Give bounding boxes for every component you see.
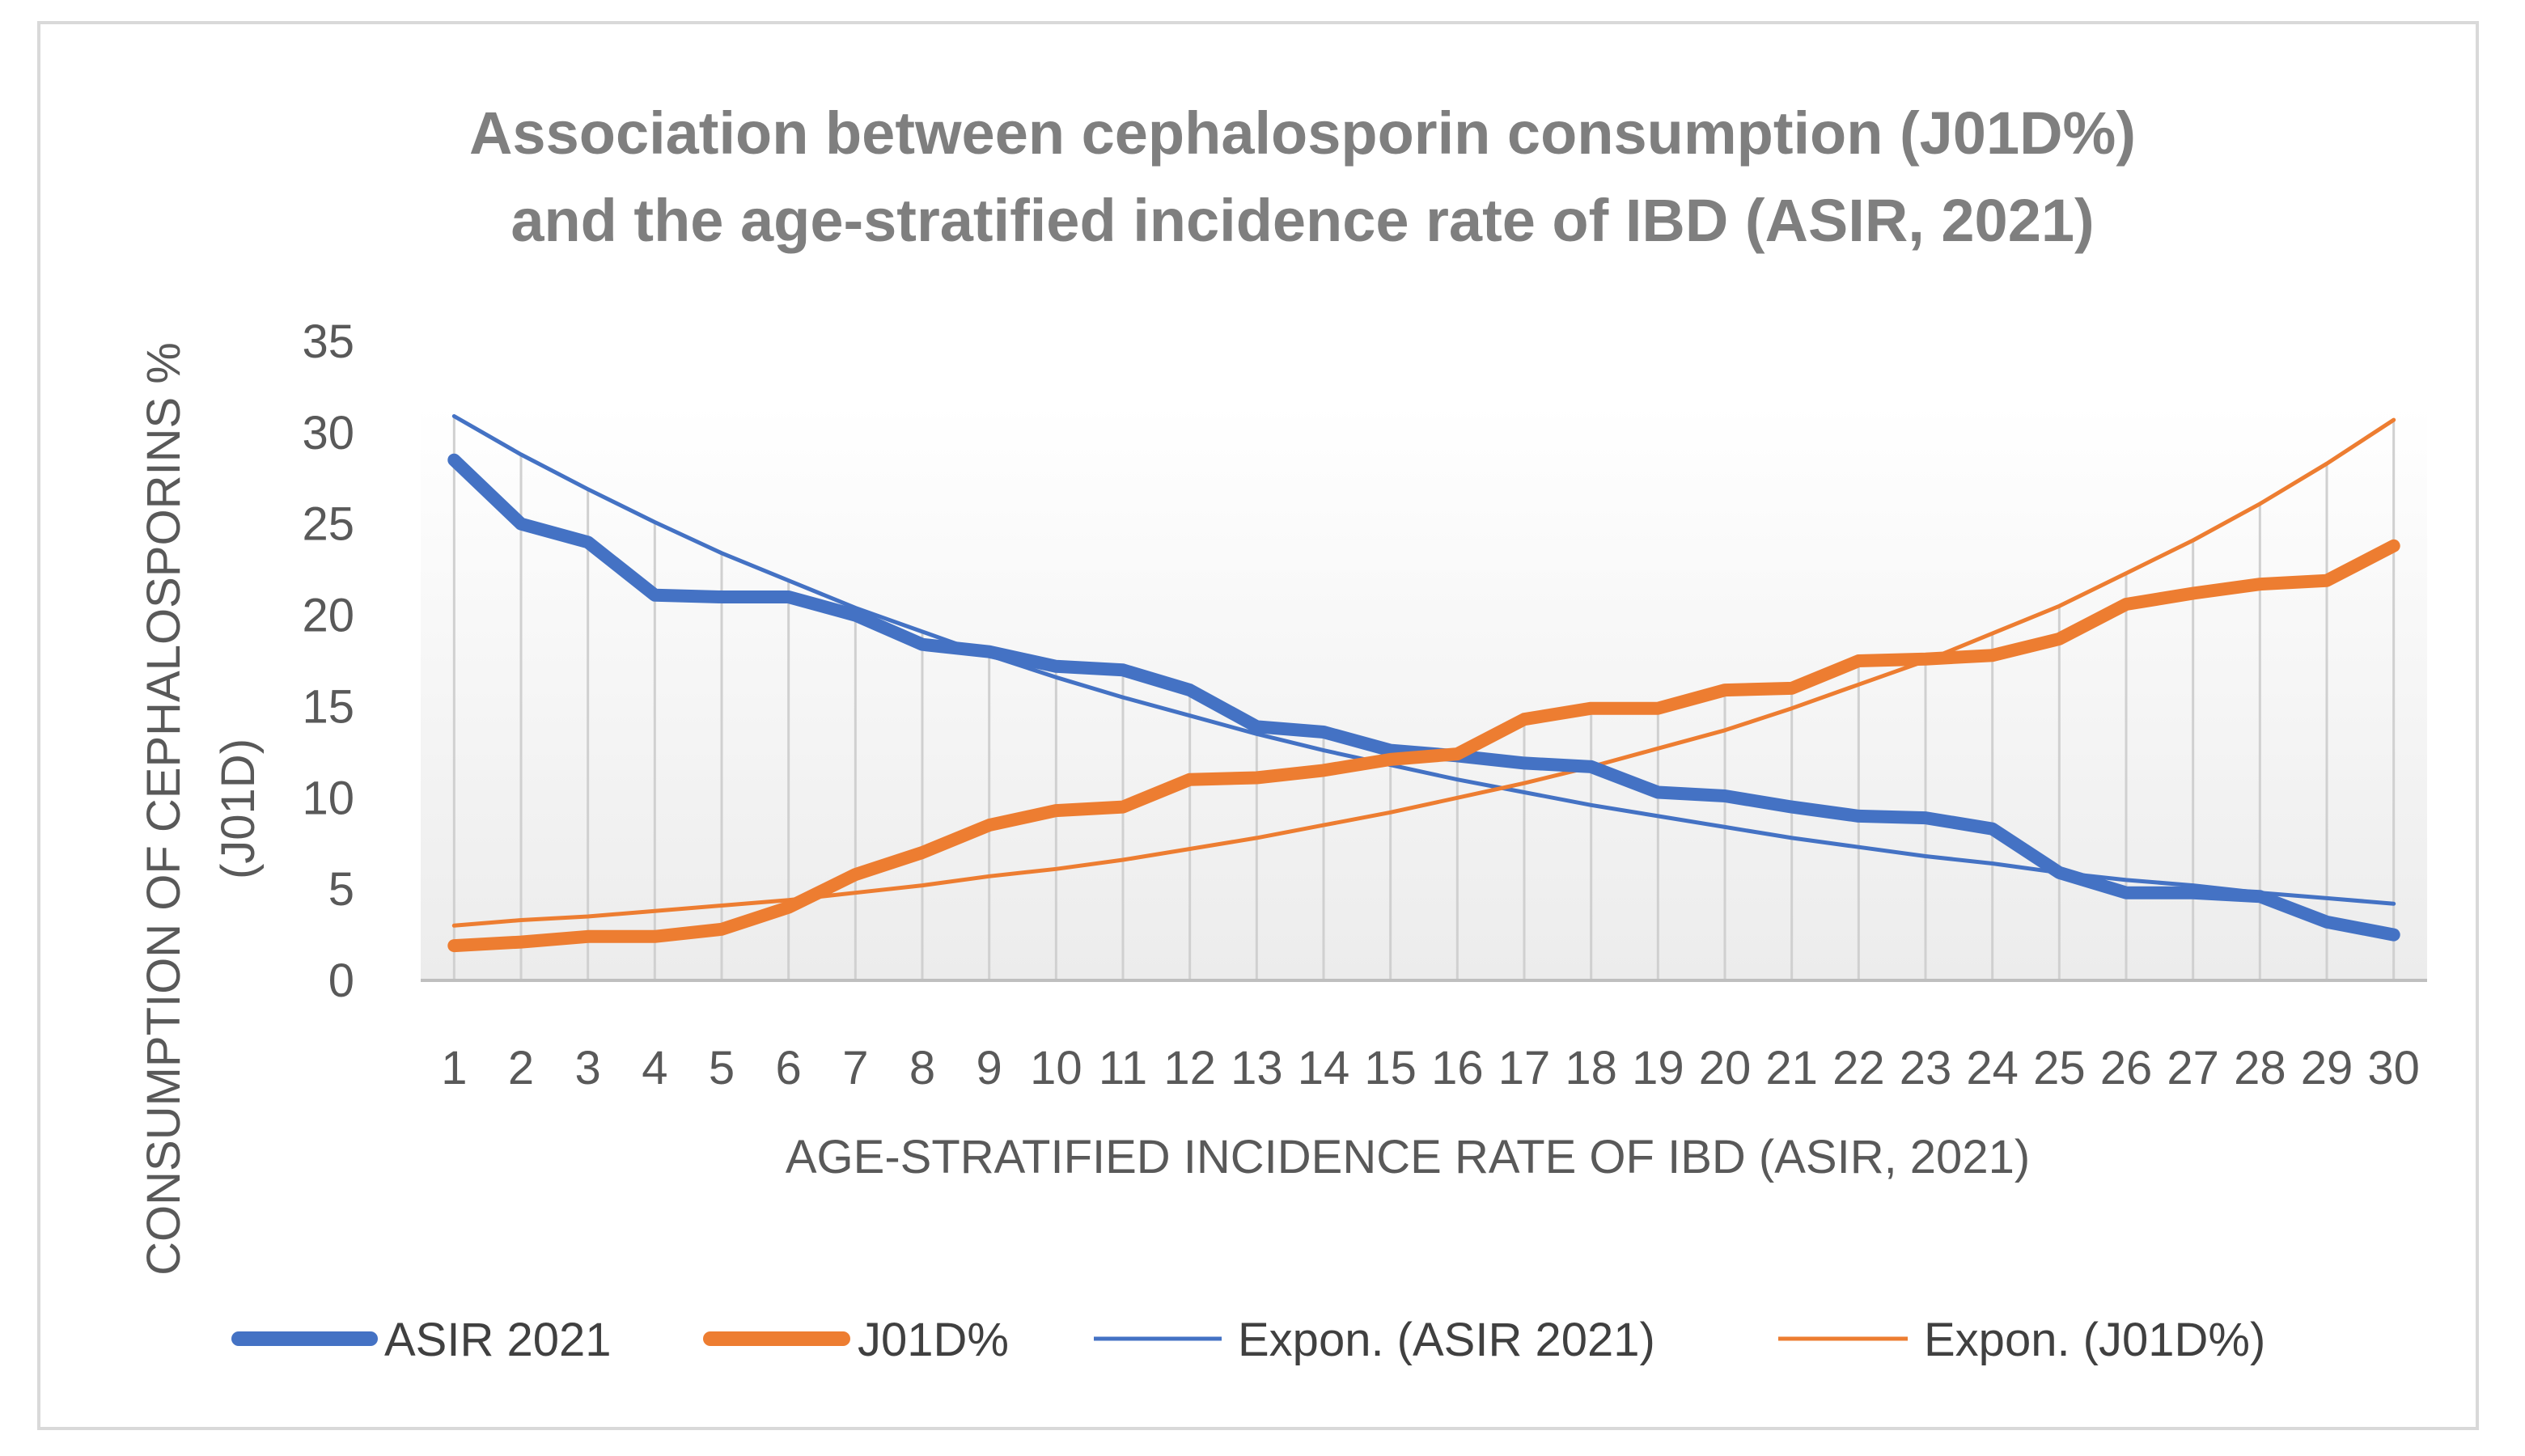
x-axis-ticks: 1 2 3 4 5 6 7 8 9 10 11 12 13 14 15 16 17 18 19 20 21 22 23 24 2… <box>441 1042 2420 1094</box>
y-axis-ticks: 0 5 10 15 20 25 30 35 <box>302 315 354 1007</box>
y-tick-label: 20 <box>302 590 354 642</box>
series-layer <box>447 414 2400 953</box>
y-axis-title-line-1: CONSUMPTION OF CEPHALOSPORINS % <box>138 342 190 1276</box>
x-tick-label: 9 <box>977 1042 1002 1094</box>
legend-label-expon-j01d: Expon. (J01D%) <box>1924 1314 2265 1366</box>
x-tick-label: 15 <box>1364 1042 1417 1094</box>
y-tick-label: 5 <box>328 863 354 916</box>
y-tick-label: 25 <box>302 498 354 551</box>
x-tick-label: 21 <box>1765 1042 1818 1094</box>
chart-title-line-1: Association between cephalosporin consum… <box>469 99 2136 167</box>
x-tick-label: 16 <box>1431 1042 1484 1094</box>
x-tick-label: 2 <box>508 1042 534 1094</box>
x-axis-title: AGE-STRATIFIED INCIDENCE RATE OF IBD (AS… <box>786 1131 2030 1183</box>
x-tick-label: 8 <box>909 1042 935 1094</box>
x-tick-label: 23 <box>1900 1042 1952 1094</box>
x-tick-label: 4 <box>642 1042 667 1094</box>
x-tick-label: 6 <box>776 1042 802 1094</box>
chart-title-line-2: and the age-stratified incidence rate of… <box>511 187 2094 254</box>
x-tick-label: 10 <box>1030 1042 1082 1094</box>
x-tick-label: 12 <box>1163 1042 1216 1094</box>
x-tick-label: 5 <box>709 1042 735 1094</box>
x-tick-label: 7 <box>842 1042 868 1094</box>
trendline-expon-j01d[interactable] <box>451 417 2396 928</box>
x-tick-label: 11 <box>1099 1042 1147 1094</box>
x-tick-label: 18 <box>1565 1042 1617 1094</box>
legend-label-j01d: J01D% <box>858 1314 1009 1366</box>
y-tick-label: 30 <box>302 407 354 459</box>
x-tick-label: 3 <box>575 1042 601 1094</box>
x-tick-label: 25 <box>2033 1042 2086 1094</box>
legend-label-asir: ASIR 2021 <box>384 1314 612 1366</box>
x-tick-label: 19 <box>1632 1042 1684 1094</box>
legend-item-asir[interactable]: ASIR 2021 <box>231 1314 612 1366</box>
x-tick-label: 1 <box>441 1042 467 1094</box>
x-tick-label: 17 <box>1498 1042 1551 1094</box>
y-tick-label: 0 <box>328 954 354 1007</box>
series-j01d[interactable] <box>447 539 2400 953</box>
x-tick-label: 28 <box>2234 1042 2286 1094</box>
y-tick-label: 15 <box>302 680 354 733</box>
x-tick-label: 24 <box>1966 1042 2019 1094</box>
legend-item-expon-asir[interactable]: Expon. (ASIR 2021) <box>1094 1314 1655 1366</box>
legend-item-j01d[interactable]: J01D% <box>703 1314 1009 1366</box>
x-tick-label: 29 <box>2301 1042 2353 1094</box>
x-tick-label: 26 <box>2100 1042 2153 1094</box>
x-tick-label: 27 <box>2167 1042 2219 1094</box>
x-tick-label: 14 <box>1298 1042 1350 1094</box>
legend-label-expon-asir: Expon. (ASIR 2021) <box>1238 1314 1655 1366</box>
x-tick-label: 13 <box>1231 1042 1283 1094</box>
y-tick-label: 35 <box>302 315 354 368</box>
x-tick-label: 30 <box>2367 1042 2420 1094</box>
legend-item-expon-j01d[interactable]: Expon. (J01D%) <box>1778 1314 2265 1366</box>
y-tick-label: 10 <box>302 772 354 824</box>
x-tick-label: 22 <box>1832 1042 1885 1094</box>
y-axis-title-line-2: (J01D) <box>212 739 265 879</box>
legend: ASIR 2021 J01D% Expon. (ASIR 2021) Expon… <box>231 1314 2265 1366</box>
x-tick-label: 20 <box>1699 1042 1752 1094</box>
